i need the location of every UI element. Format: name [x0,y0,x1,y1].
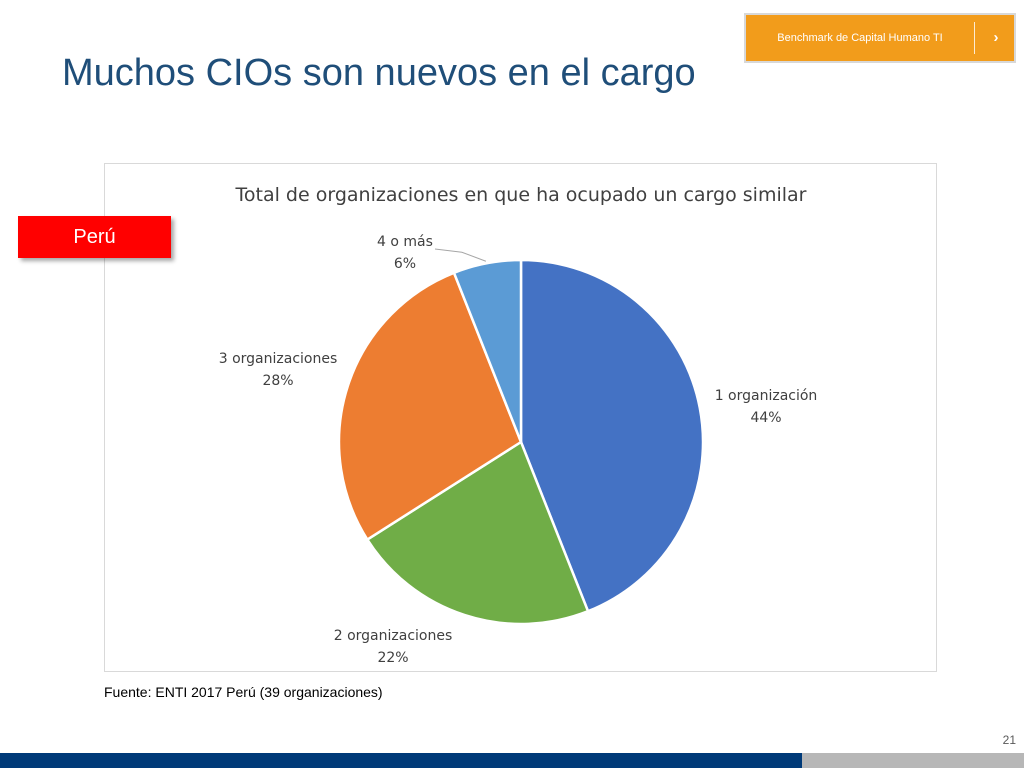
slice-category-label: 3 organizaciones [219,351,338,367]
slice-percent-label: 28% [262,373,293,389]
source-note: Fuente: ENTI 2017 Perú (39 organizacione… [104,684,383,700]
page-number: 21 [1002,733,1016,747]
pie-slice [337,271,523,542]
footer-bar [0,753,802,768]
slice-category-label: 4 o más [377,234,433,250]
pie-slice [365,440,590,626]
slice-percent-label: 44% [750,410,781,426]
footer-bar-accent [802,753,1024,768]
country-tag: Perú [18,216,171,258]
chart-frame [104,163,937,672]
slice-percent-label: 6% [394,256,416,272]
pie-slice [452,258,523,443]
benchmark-badge-label: Benchmark de Capital Humano TI [777,32,943,44]
slice-category-label: 1 organización [715,388,818,404]
pie-slice [519,258,705,613]
slice-percent-label: 22% [377,650,408,666]
slice-category-label: 2 organizaciones [334,628,453,644]
page-title: Muchos CIOs son nuevos en el cargo [62,52,696,94]
leader-line [434,248,487,262]
chevron-right-icon[interactable]: › [993,29,999,46]
chart-title: Total de organizaciones en que ha ocupad… [235,184,807,206]
badge-separator [974,22,975,54]
benchmark-badge[interactable]: Benchmark de Capital Humano TI › [744,13,1016,63]
